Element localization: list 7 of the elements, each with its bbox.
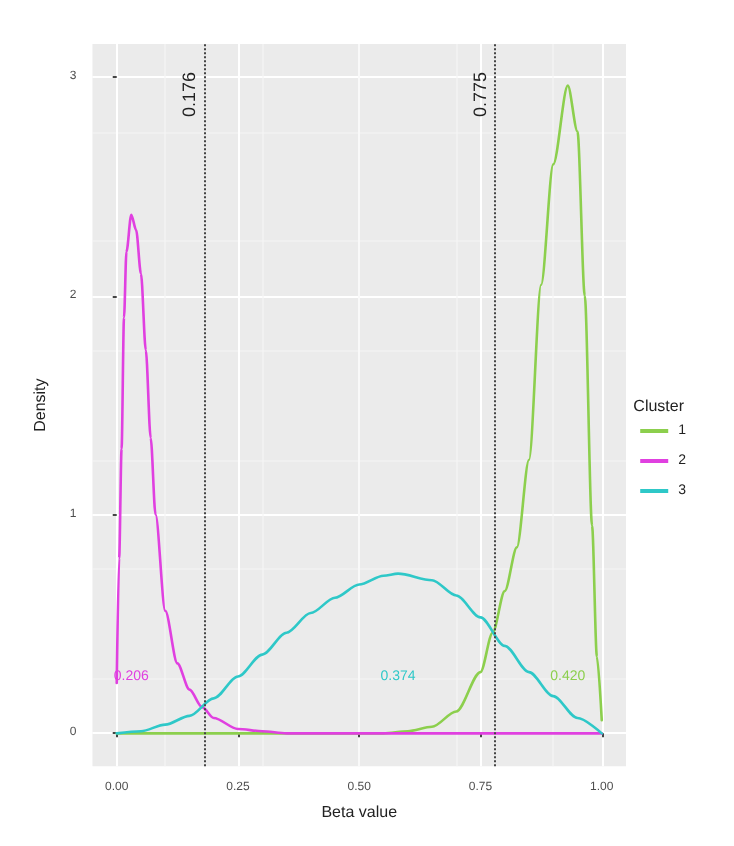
legend-title: Cluster bbox=[633, 397, 685, 415]
x-axis-title: Beta value bbox=[321, 803, 399, 821]
line-series bbox=[115, 213, 604, 735]
ref-line-label: 0.775 bbox=[470, 72, 491, 118]
y-axis-title: Density bbox=[31, 378, 49, 432]
line-series bbox=[115, 572, 604, 735]
ref-line-label: 0.176 bbox=[179, 72, 200, 118]
